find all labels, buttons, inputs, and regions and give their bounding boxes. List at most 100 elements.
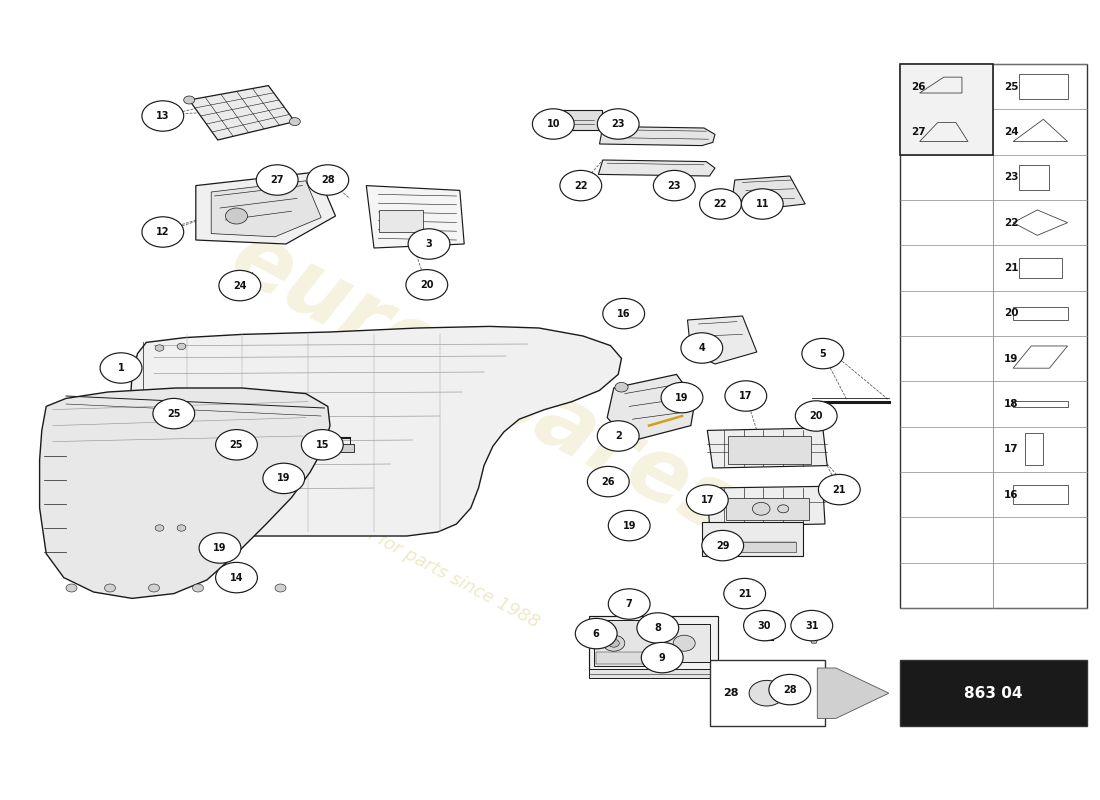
Polygon shape [40, 388, 330, 598]
Text: 10: 10 [547, 119, 560, 129]
Text: 19: 19 [675, 393, 689, 402]
Bar [710, 660, 825, 726]
Circle shape [744, 610, 785, 641]
Circle shape [216, 562, 257, 593]
Polygon shape [211, 181, 321, 237]
Circle shape [307, 165, 349, 195]
Text: 27: 27 [911, 127, 925, 137]
Text: 20: 20 [1004, 308, 1019, 318]
Bar [588, 616, 718, 670]
Circle shape [416, 230, 431, 242]
Bar [728, 436, 811, 464]
Polygon shape [707, 428, 827, 468]
Text: 24: 24 [233, 281, 246, 290]
Text: 13: 13 [156, 111, 169, 121]
Text: 5: 5 [820, 349, 826, 358]
Circle shape [741, 189, 783, 219]
Text: 22: 22 [714, 199, 727, 209]
Circle shape [641, 642, 683, 673]
Circle shape [603, 298, 645, 329]
Text: 8: 8 [654, 623, 661, 633]
Circle shape [148, 584, 159, 592]
Circle shape [575, 618, 617, 649]
Circle shape [803, 614, 825, 630]
Text: 23: 23 [668, 181, 681, 190]
Text: 6: 6 [593, 629, 600, 638]
Circle shape [153, 398, 195, 429]
Bar [726, 498, 808, 520]
Circle shape [802, 338, 844, 369]
Text: 22: 22 [1004, 218, 1019, 228]
Circle shape [216, 430, 257, 460]
Circle shape [702, 530, 744, 561]
Text: 25: 25 [167, 409, 180, 418]
Circle shape [637, 613, 679, 643]
Text: 21: 21 [738, 589, 751, 598]
Text: a passion for parts since 1988: a passion for parts since 1988 [294, 488, 542, 632]
Polygon shape [130, 326, 621, 536]
Bar [379, 210, 424, 232]
Text: 7: 7 [626, 599, 632, 609]
Text: 17: 17 [1004, 444, 1019, 454]
Circle shape [681, 397, 694, 406]
Text: 2: 2 [615, 431, 622, 441]
Circle shape [275, 584, 286, 592]
Bar [594, 620, 658, 666]
Circle shape [752, 502, 770, 515]
Circle shape [608, 589, 650, 619]
Circle shape [673, 635, 695, 651]
Circle shape [686, 485, 728, 515]
Text: 24: 24 [1004, 127, 1019, 137]
Text: 4: 4 [698, 343, 705, 353]
Text: 14: 14 [230, 573, 243, 582]
Circle shape [603, 635, 625, 651]
Circle shape [226, 208, 248, 224]
Text: 12: 12 [156, 227, 169, 237]
Circle shape [155, 345, 164, 351]
Bar [900, 660, 1087, 726]
Circle shape [681, 333, 723, 363]
Text: 30: 30 [758, 621, 771, 630]
Polygon shape [707, 486, 825, 526]
Circle shape [752, 611, 783, 634]
Circle shape [560, 170, 602, 201]
Circle shape [749, 680, 784, 706]
Text: 26: 26 [602, 477, 615, 486]
Polygon shape [598, 160, 715, 176]
Text: 20: 20 [810, 411, 823, 421]
Bar [900, 64, 993, 154]
Circle shape [406, 270, 448, 300]
Text: 16: 16 [617, 309, 630, 318]
Polygon shape [817, 668, 889, 718]
Circle shape [66, 584, 77, 592]
Bar [596, 652, 653, 664]
Circle shape [177, 343, 186, 350]
Text: 15: 15 [316, 440, 329, 450]
Circle shape [597, 421, 639, 451]
Circle shape [192, 584, 204, 592]
Bar [702, 522, 803, 556]
Circle shape [818, 474, 860, 505]
Text: 31: 31 [805, 621, 818, 630]
Circle shape [199, 533, 241, 563]
Text: 16: 16 [1004, 490, 1019, 500]
Text: 19: 19 [277, 474, 290, 483]
Text: 863 04: 863 04 [964, 686, 1023, 701]
Circle shape [778, 505, 789, 513]
Circle shape [597, 109, 639, 139]
Polygon shape [196, 172, 336, 244]
Circle shape [177, 525, 186, 531]
Text: 19: 19 [623, 521, 636, 530]
Polygon shape [810, 638, 818, 643]
Circle shape [725, 381, 767, 411]
Text: 29: 29 [716, 541, 729, 550]
Text: 23: 23 [1004, 172, 1019, 182]
Circle shape [263, 463, 305, 494]
Circle shape [795, 401, 837, 431]
Circle shape [301, 430, 343, 460]
Circle shape [219, 270, 261, 301]
Text: 19: 19 [1004, 354, 1019, 364]
Circle shape [769, 674, 811, 705]
Circle shape [142, 217, 184, 247]
Circle shape [408, 229, 450, 259]
